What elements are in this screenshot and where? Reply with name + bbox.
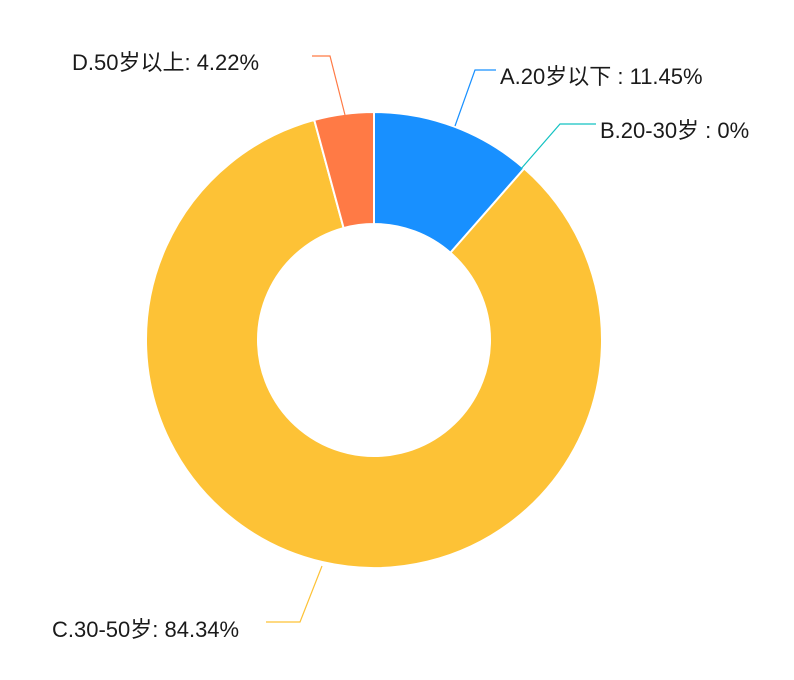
leader-lines bbox=[266, 55, 596, 623]
slice-c bbox=[145, 118, 603, 569]
slice-d bbox=[313, 110, 375, 230]
slice-b-leader-line bbox=[519, 123, 596, 171]
slice-a-label: A.20岁以下 : 11.45% bbox=[500, 64, 703, 89]
slice-c-label: C.30-50岁: 84.34% bbox=[52, 617, 239, 642]
slice-a-leader-line bbox=[454, 69, 496, 127]
slice-d-leader-line bbox=[312, 55, 346, 116]
donut-slices bbox=[145, 110, 603, 569]
slice-d-label: D.50岁以上: 4.22% bbox=[72, 50, 259, 75]
slice-labels: A.20岁以下 : 11.45% B.20-30岁 : 0% C.30-50岁: 8… bbox=[52, 50, 749, 642]
slice-c-leader-line bbox=[266, 565, 323, 623]
slice-b-label: B.20-30岁 : 0% bbox=[600, 118, 749, 143]
